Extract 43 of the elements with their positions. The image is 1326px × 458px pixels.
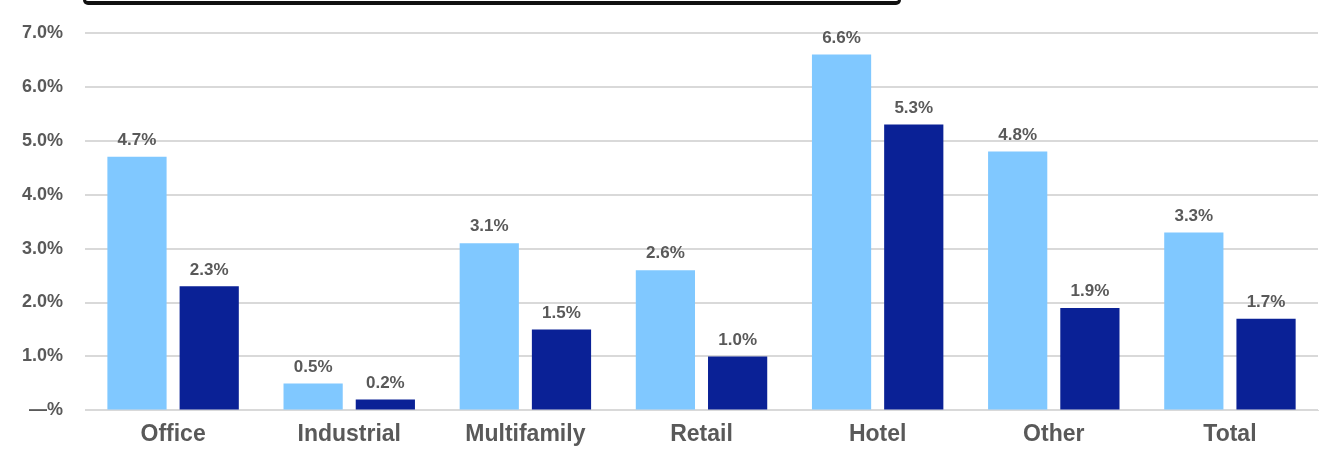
bar bbox=[1236, 318, 1296, 410]
data-label: 1.7% bbox=[1246, 291, 1286, 311]
y-tick-label: 1.0% bbox=[22, 345, 64, 366]
x-tick-label: Multifamily bbox=[465, 419, 586, 446]
y-tick-label: 6.0% bbox=[22, 75, 64, 96]
x-tick-label: Retail bbox=[670, 419, 733, 446]
bar bbox=[179, 286, 239, 410]
bar bbox=[884, 124, 944, 410]
data-label: 0.2% bbox=[365, 372, 405, 392]
data-label: 2.6% bbox=[646, 243, 685, 263]
bar bbox=[1164, 232, 1224, 410]
bar bbox=[708, 356, 768, 410]
bar bbox=[531, 329, 592, 410]
y-tick-label: 2.0% bbox=[22, 291, 64, 312]
x-tick-label: Hotel bbox=[848, 419, 907, 446]
bar bbox=[988, 151, 1048, 410]
data-label: 3.1% bbox=[469, 216, 509, 236]
bar bbox=[107, 156, 167, 410]
data-label: 1.9% bbox=[1070, 281, 1110, 301]
x-tick-label: Office bbox=[140, 419, 206, 446]
bar bbox=[459, 243, 519, 410]
y-tick-label: 3.0% bbox=[22, 237, 64, 258]
data-label: 3.3% bbox=[1174, 205, 1214, 225]
y-tick-label: —% bbox=[29, 399, 64, 420]
data-label: 2.3% bbox=[189, 259, 229, 279]
data-label: 4.8% bbox=[998, 124, 1038, 144]
y-tick-label: 5.0% bbox=[22, 129, 64, 150]
data-label: 1.5% bbox=[542, 302, 581, 322]
y-tick-label: 4.0% bbox=[22, 183, 64, 204]
data-label: 4.7% bbox=[117, 130, 157, 150]
data-label: 6.6% bbox=[822, 27, 861, 47]
bar bbox=[355, 399, 415, 410]
bar bbox=[635, 270, 696, 410]
bar bbox=[1060, 307, 1120, 410]
data-label: 1.0% bbox=[718, 329, 757, 349]
bar bbox=[811, 54, 872, 410]
y-tick-label: 7.0% bbox=[22, 21, 64, 42]
data-label: 0.5% bbox=[293, 356, 333, 376]
x-tick-label: Industrial bbox=[297, 419, 401, 446]
x-tick-label: Other bbox=[1023, 419, 1085, 446]
data-label: 5.3% bbox=[894, 97, 934, 117]
bar bbox=[283, 383, 343, 410]
x-tick-label: Total bbox=[1203, 419, 1257, 446]
